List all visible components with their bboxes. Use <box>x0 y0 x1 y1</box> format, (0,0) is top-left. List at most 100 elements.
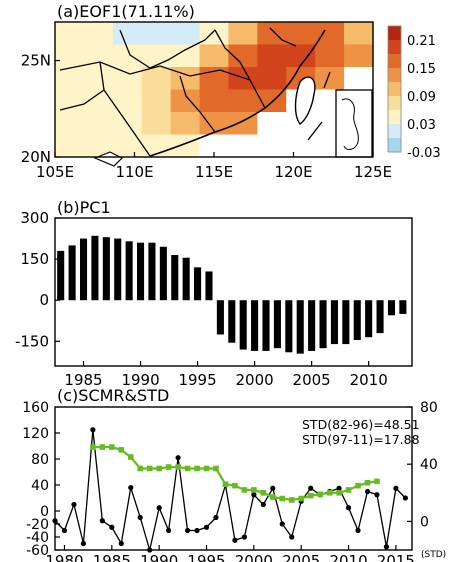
map-cell <box>83 44 114 68</box>
std-point <box>232 482 238 489</box>
std-point <box>137 465 144 472</box>
scmr-point <box>156 505 162 511</box>
colorbar-tick-label: 0.09 <box>407 90 436 105</box>
pc1-x-tick-label: 1985 <box>64 371 102 389</box>
scmr-point <box>137 514 143 521</box>
colorbar-swatch <box>388 96 401 111</box>
scmr-frame <box>54 406 413 551</box>
pc1-bar <box>102 237 110 301</box>
pc1-bar <box>171 255 179 301</box>
scmr-point <box>308 485 314 491</box>
scmr-point <box>71 501 77 508</box>
scmr-line <box>54 429 406 551</box>
scmr-point <box>166 527 172 534</box>
pc1-bar <box>228 300 236 343</box>
map-cell <box>199 67 230 91</box>
province-border <box>99 61 151 157</box>
province-border <box>119 29 216 69</box>
map-cell <box>112 44 143 68</box>
pc1-x-tick-label: 2000 <box>236 371 274 389</box>
scmr-x-tick-label: 1990 <box>140 552 178 562</box>
scmr-title: (c)SCMR&STD <box>57 386 169 405</box>
map-cell <box>55 22 85 46</box>
scmr-point <box>374 492 380 498</box>
scmr-y-tick-label: 0 <box>40 504 49 520</box>
std-point <box>260 490 267 496</box>
colorbar-swatch <box>388 26 401 41</box>
pc1-bar <box>296 300 304 354</box>
map-cell <box>170 44 201 68</box>
std-point <box>118 447 125 453</box>
std-point <box>127 454 134 460</box>
std-point <box>374 478 380 485</box>
province-border <box>269 27 297 47</box>
map-cell <box>55 89 85 113</box>
map-cell <box>228 112 258 136</box>
scmr-point <box>279 521 285 527</box>
pc1-bar <box>79 238 88 301</box>
std-point <box>317 491 323 498</box>
std-point <box>241 487 248 493</box>
scmr-x-tick-label: 2000 <box>235 552 273 562</box>
coastline <box>149 29 326 157</box>
map-x-tick-label: 115E <box>195 163 233 181</box>
scribble-line <box>307 121 323 141</box>
std-point <box>90 444 96 450</box>
scribble-line <box>323 71 331 89</box>
scmr-point <box>336 485 342 491</box>
map-cell <box>228 134 258 158</box>
map-cell <box>55 44 85 68</box>
scmr-point <box>355 527 361 534</box>
std-point <box>279 495 286 502</box>
std-point <box>288 497 295 503</box>
map-cell <box>55 134 85 158</box>
map-overlay <box>59 27 373 167</box>
map-cell <box>257 67 287 91</box>
std-point <box>251 487 257 493</box>
scmr-point <box>99 518 105 524</box>
pc1-y-tick-label: 150 <box>20 250 49 268</box>
std-point <box>269 494 276 500</box>
pc1-bar <box>68 245 76 301</box>
pc1-title: (b)PC1 <box>57 198 111 217</box>
map-cell <box>228 67 258 91</box>
province-border <box>59 89 105 111</box>
scmr-point <box>61 527 68 534</box>
scmr-y-tick-label: 40 <box>31 478 49 494</box>
colorbar-tick-label: 0.15 <box>407 62 436 77</box>
scmr-x-tick-label: 1995 <box>187 552 225 562</box>
pc1-bar <box>114 238 122 301</box>
scmr-point <box>175 455 181 461</box>
pc1-bar <box>330 300 338 345</box>
scmr-y-tick-label: -60 <box>26 543 49 559</box>
std-point <box>222 481 229 488</box>
map-cell <box>112 22 143 46</box>
scmr-x-tick-label: 1985 <box>93 552 131 562</box>
scmr-point <box>194 527 200 534</box>
scmr-series <box>52 427 408 553</box>
pc1-bar <box>285 300 293 353</box>
pc1-bar <box>205 271 213 301</box>
scmr-point <box>260 501 266 508</box>
std-point <box>298 495 305 502</box>
colorbar-swatch <box>388 82 401 97</box>
pc1-bar <box>194 267 202 301</box>
map-cell <box>257 112 287 136</box>
pc1-bar <box>365 300 373 338</box>
map-cell <box>199 134 230 158</box>
std-point <box>156 465 162 472</box>
pc1-bar <box>308 300 316 351</box>
map-cell <box>83 89 114 113</box>
map-cell <box>344 44 374 68</box>
map-cell <box>315 67 345 91</box>
colorbar-tick-label: 0.03 <box>407 118 436 133</box>
map-cell <box>228 22 258 46</box>
map-cell <box>170 112 201 136</box>
std-point <box>326 490 333 496</box>
map-field <box>55 22 374 158</box>
pc1-bar <box>353 300 361 340</box>
map-cell <box>141 22 172 46</box>
std-annotation-1: STD(82-96)=48.51 <box>302 417 420 432</box>
scmr-x-tick-label: 2015 <box>377 552 415 562</box>
std-point <box>203 465 210 472</box>
